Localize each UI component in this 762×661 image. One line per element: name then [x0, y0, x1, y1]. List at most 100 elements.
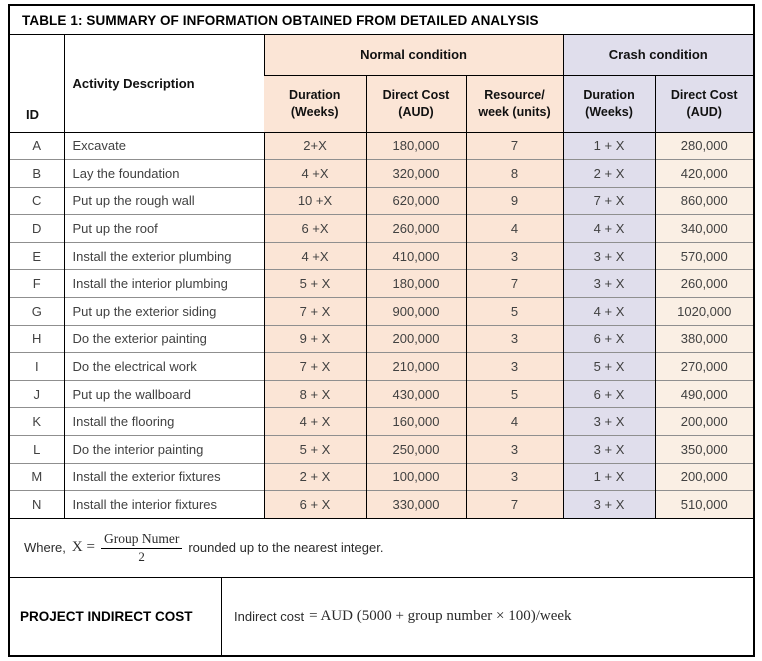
cell-normal-direct-cost: 200,000 — [365, 324, 466, 353]
table-title: TABLE 1: SUMMARY OF INFORMATION OBTAINED… — [10, 6, 753, 35]
col-header-activity: Activity Description — [63, 35, 264, 133]
project-indirect-cost-label: PROJECT INDIRECT COST — [10, 577, 222, 655]
summary-table: ID Activity Description Normal condition… — [10, 35, 753, 519]
cell-resource-week: 7 — [465, 131, 564, 160]
col-header-normal-duration: Duration (Weeks) — [264, 75, 366, 133]
cell-normal-direct-cost: 180,000 — [365, 269, 466, 298]
cell-crash-direct-cost: 260,000 — [654, 269, 753, 298]
footnote-fraction: Group Numer 2 — [100, 531, 183, 564]
cell-resource-week: 9 — [465, 186, 564, 215]
cell-activity-description: Install the interior plumbing — [63, 269, 264, 298]
cell-normal-duration: 5 + X — [263, 269, 366, 298]
fraction-denominator: 2 — [138, 548, 145, 564]
formula-prefix: Indirect cost — [234, 608, 305, 624]
header-line: (Weeks) — [585, 104, 633, 119]
cell-activity-description: Install the interior fixtures — [63, 490, 264, 519]
cell-activity-description: Excavate — [63, 131, 264, 160]
cell-resource-week: 4 — [465, 214, 564, 243]
cell-activity-id: C — [10, 186, 64, 215]
cell-normal-direct-cost: 260,000 — [365, 214, 466, 243]
footnote-variable: X = — [71, 539, 95, 556]
cell-resource-week: 7 — [465, 490, 564, 519]
cell-normal-duration: 8 + X — [263, 379, 366, 408]
cell-normal-duration: 4 +X — [263, 159, 366, 188]
cell-activity-description: Put up the exterior siding — [63, 297, 264, 326]
table-row: I Do the electrical work 7 + X 210,000 3… — [10, 352, 753, 381]
cell-activity-description: Put up the roof — [63, 214, 264, 243]
col-header-crash-duration: Duration (Weeks) — [562, 75, 656, 133]
cell-crash-direct-cost: 350,000 — [654, 435, 753, 464]
cell-crash-direct-cost: 860,000 — [654, 186, 753, 215]
table-row: D Put up the roof 6 +X 260,000 4 4 + X 3… — [10, 214, 753, 243]
table-row: G Put up the exterior siding 7 + X 900,0… — [10, 297, 753, 326]
formula-math: = AUD (5000 + group number × 100)/week — [309, 607, 572, 624]
cell-crash-duration: 1 + X — [562, 131, 656, 160]
cell-activity-description: Install the exterior plumbing — [63, 241, 264, 270]
cell-normal-direct-cost: 330,000 — [365, 490, 466, 519]
footnote-row: Where, X = Group Numer 2 rounded up to t… — [10, 519, 753, 578]
project-indirect-cost-row: PROJECT INDIRECT COST Indirect cost = AU… — [10, 577, 753, 655]
cell-activity-id: A — [10, 131, 64, 160]
project-indirect-cost-formula: Indirect cost = AUD (5000 + group number… — [222, 578, 753, 655]
footnote-suffix: rounded up to the nearest integer. — [188, 540, 384, 556]
table-row: C Put up the rough wall 10 +X 620,000 9 … — [10, 186, 753, 215]
header-line: Resource/ — [484, 88, 545, 103]
cell-normal-duration: 6 +X — [263, 214, 366, 243]
cell-crash-direct-cost: 1020,000 — [654, 297, 753, 326]
table-row: K Install the flooring 4 + X 160,000 4 3… — [10, 407, 753, 436]
cell-crash-duration: 1 + X — [562, 462, 656, 491]
cell-crash-duration: 5 + X — [562, 352, 656, 381]
cell-activity-description: Install the exterior fixtures — [63, 462, 264, 491]
cell-normal-duration: 4 +X — [263, 241, 366, 270]
cell-activity-id: F — [10, 269, 64, 298]
table-row: E Install the exterior plumbing 4 +X 410… — [10, 241, 753, 270]
cell-normal-duration: 2+X — [263, 131, 366, 160]
cell-normal-duration: 10 +X — [263, 186, 366, 215]
cell-crash-direct-cost: 280,000 — [654, 131, 753, 160]
table-row: M Install the exterior fixtures 2 + X 10… — [10, 462, 753, 491]
cell-normal-direct-cost: 320,000 — [365, 159, 466, 188]
header-line: (AUD) — [398, 104, 434, 119]
cell-resource-week: 5 — [465, 297, 564, 326]
header-line: (Weeks) — [290, 104, 339, 119]
footnote-prefix: Where, — [24, 540, 66, 556]
table-row: F Install the interior plumbing 5 + X 18… — [10, 269, 753, 298]
cell-crash-direct-cost: 510,000 — [654, 490, 753, 519]
cell-activity-id: J — [10, 379, 64, 408]
cell-normal-direct-cost: 210,000 — [365, 352, 466, 381]
cell-normal-duration: 9 + X — [263, 324, 366, 353]
cell-normal-direct-cost: 180,000 — [365, 131, 466, 160]
cell-activity-id: M — [10, 462, 64, 491]
cell-normal-direct-cost: 250,000 — [365, 435, 466, 464]
cell-normal-duration: 6 + X — [263, 490, 366, 519]
header-line: Direct Cost — [670, 88, 738, 103]
cell-activity-id: D — [10, 214, 64, 243]
cell-normal-direct-cost: 160,000 — [365, 407, 466, 436]
cell-normal-duration: 7 + X — [263, 352, 366, 381]
cell-activity-description: Do the interior painting — [63, 435, 264, 464]
cell-crash-duration: 4 + X — [562, 214, 656, 243]
cell-activity-description: Put up the rough wall — [63, 186, 264, 215]
cell-crash-duration: 6 + X — [562, 379, 656, 408]
table-body: A Excavate 2+X 180,000 7 1 + X 280,000 B… — [10, 131, 753, 519]
table-row: L Do the interior painting 5 + X 250,000… — [10, 435, 753, 464]
cell-crash-duration: 2 + X — [562, 159, 656, 188]
col-group-crash-condition: Crash condition — [562, 35, 753, 76]
col-header-normal-direct-cost: Direct Cost (AUD) — [365, 75, 466, 133]
cell-crash-direct-cost: 200,000 — [654, 407, 753, 436]
cell-normal-direct-cost: 410,000 — [365, 241, 466, 270]
cell-crash-direct-cost: 420,000 — [654, 159, 753, 188]
cell-crash-direct-cost: 200,000 — [654, 462, 753, 491]
cell-normal-duration: 2 + X — [263, 462, 366, 491]
cell-resource-week: 3 — [465, 324, 564, 353]
cell-activity-description: Do the electrical work — [63, 352, 264, 381]
col-header-id: ID — [10, 35, 64, 133]
cell-activity-id: E — [10, 241, 64, 270]
cell-activity-id: N — [10, 490, 64, 519]
cell-resource-week: 4 — [465, 407, 564, 436]
cell-normal-direct-cost: 900,000 — [365, 297, 466, 326]
table-header: ID Activity Description Normal condition… — [10, 35, 753, 133]
cell-crash-duration: 7 + X — [562, 186, 656, 215]
table-row: N Install the interior fixtures 6 + X 33… — [10, 490, 753, 519]
